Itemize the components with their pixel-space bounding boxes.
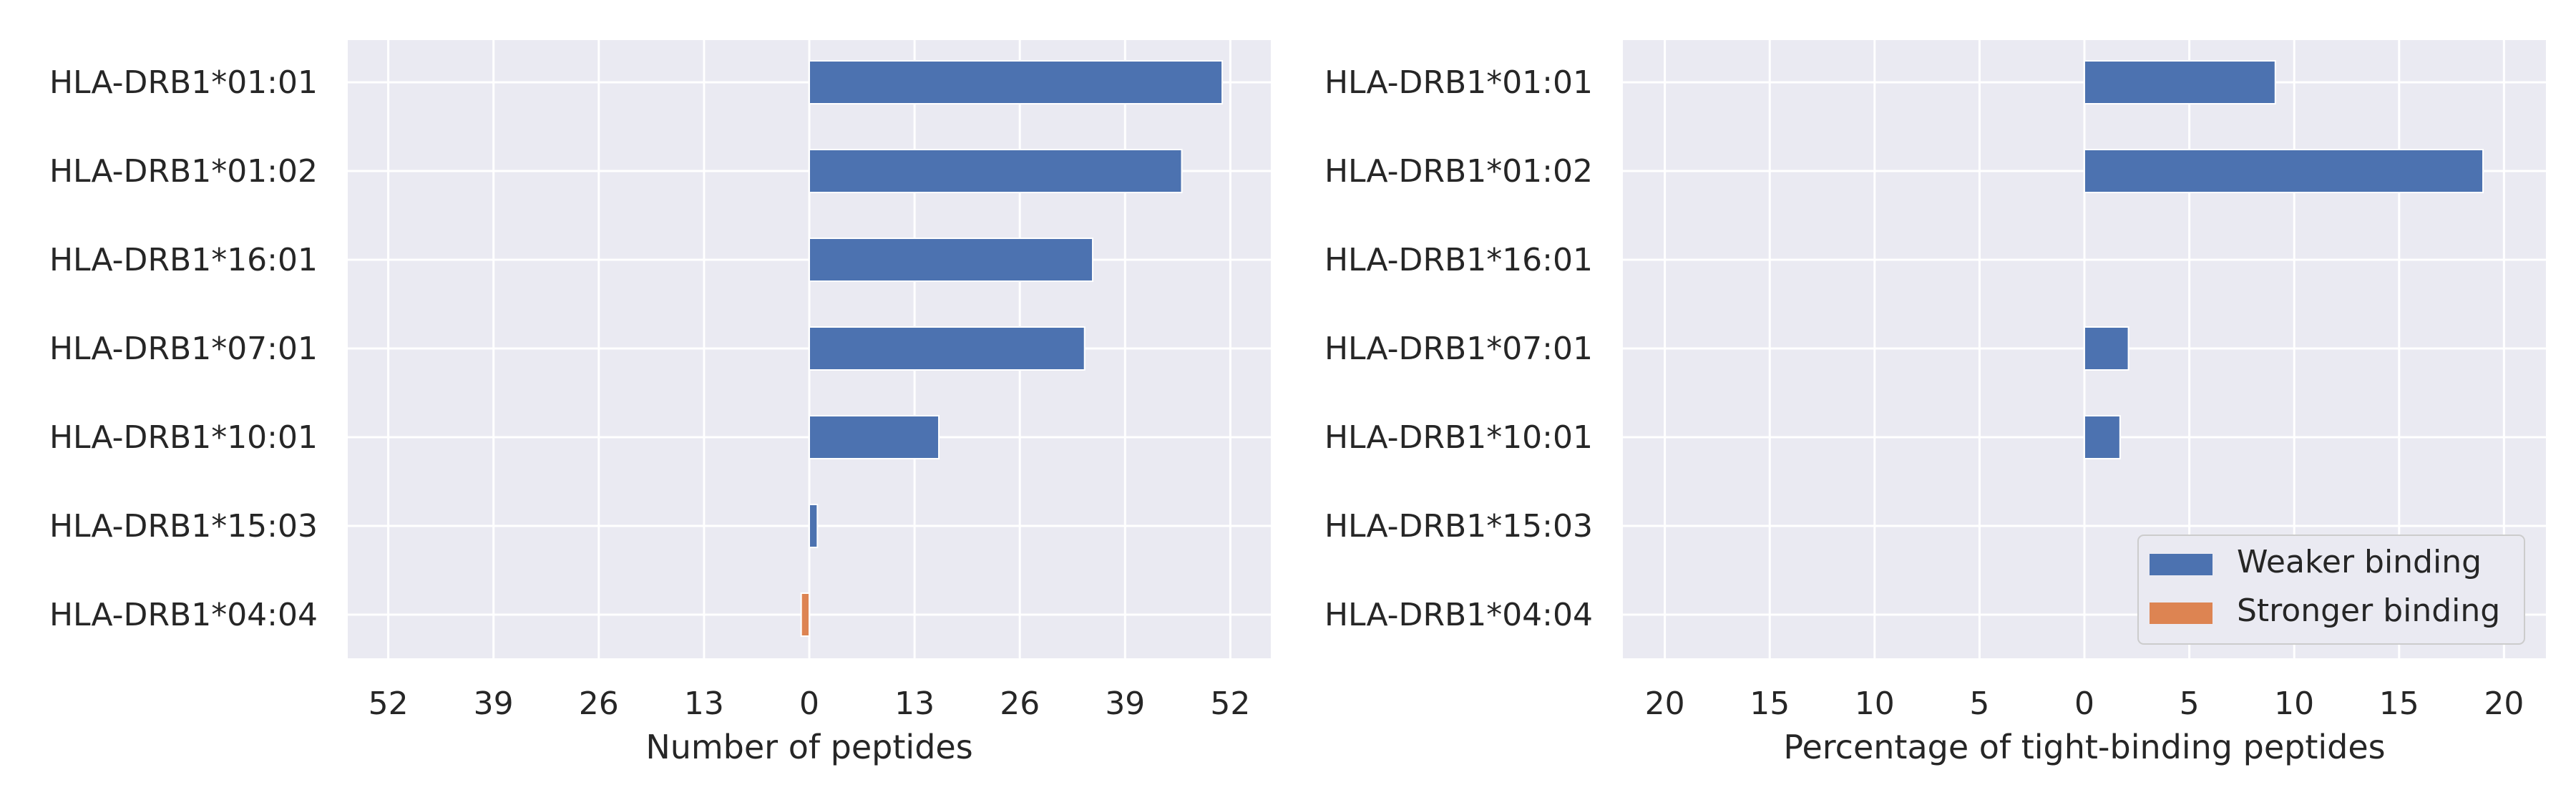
bar-weaker-3 bbox=[2084, 326, 2129, 371]
bar-weaker-1 bbox=[2084, 149, 2484, 193]
x-tick-label: 26 bbox=[579, 686, 619, 722]
y-tick-label: HLA-DRB1*07:01 bbox=[49, 331, 318, 367]
y-tick-label: HLA-DRB1*15:03 bbox=[1324, 508, 1593, 545]
bar-stronger-6 bbox=[800, 592, 810, 637]
y-tick-label: HLA-DRB1*01:02 bbox=[49, 153, 318, 190]
x-tick-label: 10 bbox=[2274, 686, 2314, 722]
y-tick-label: HLA-DRB1*10:01 bbox=[49, 419, 318, 456]
x-tick-label: 20 bbox=[2484, 686, 2524, 722]
bar-weaker-0 bbox=[809, 60, 1224, 104]
x-tick-label: 15 bbox=[1750, 686, 1790, 722]
legend-label-stronger: Stronger binding bbox=[2237, 592, 2500, 629]
x-tick-label: 39 bbox=[1105, 686, 1145, 722]
x-tick-label: 15 bbox=[2379, 686, 2419, 722]
legend-frame bbox=[2137, 535, 2525, 645]
x-tick-label: 13 bbox=[684, 686, 724, 722]
legend: Weaker binding Stronger binding bbox=[2137, 535, 2525, 645]
bar-weaker-5 bbox=[809, 504, 819, 548]
x-tick-label: 20 bbox=[1645, 686, 1685, 722]
legend-label-weaker: Weaker binding bbox=[2237, 544, 2482, 580]
y-tick-label: HLA-DRB1*01:01 bbox=[49, 64, 318, 101]
y-tick-label: HLA-DRB1*10:01 bbox=[1324, 419, 1593, 456]
y-tick-label: HLA-DRB1*01:01 bbox=[1324, 64, 1593, 101]
x-tick-label: 5 bbox=[2180, 686, 2200, 722]
x-tick-label: 39 bbox=[474, 686, 514, 722]
bar-weaker-4 bbox=[809, 415, 940, 459]
bar-weaker-4 bbox=[2084, 415, 2121, 459]
x-tick-label: 52 bbox=[369, 686, 409, 722]
x-tick-label: 26 bbox=[1000, 686, 1040, 722]
y-tick-label: HLA-DRB1*01:02 bbox=[1324, 153, 1593, 190]
y-tick-label: HLA-DRB1*16:01 bbox=[49, 242, 318, 278]
x-tick-label: 5 bbox=[1969, 686, 1989, 722]
bar-weaker-3 bbox=[809, 326, 1085, 371]
x-tick-label: 52 bbox=[1210, 686, 1250, 722]
y-tick-label: HLA-DRB1*07:01 bbox=[1324, 331, 1593, 367]
x-tick-label: 13 bbox=[894, 686, 935, 722]
x-axis-label: Percentage of tight-binding peptides bbox=[1783, 728, 2385, 766]
right-chart-panel: 20 15 10 5 0 5 10 15 20 HLA-DRB1*01:01 HLA-DRB1*01… bbox=[1324, 40, 2546, 766]
bar-weaker-2 bbox=[809, 238, 1094, 282]
bar-weaker-1 bbox=[809, 149, 1183, 193]
bar-weaker-0 bbox=[2084, 60, 2276, 104]
x-axis-label: Number of peptides bbox=[645, 728, 972, 766]
legend-swatch-weaker bbox=[2150, 554, 2212, 575]
y-tick-label: HLA-DRB1*04:04 bbox=[49, 597, 318, 633]
y-tick-label: HLA-DRB1*15:03 bbox=[49, 508, 318, 545]
left-chart-panel: 52 39 26 13 0 13 26 39 52 HLA-DRB1*01:01 HLA-DRB1*… bbox=[49, 40, 1271, 766]
x-tick-label: 0 bbox=[2074, 686, 2094, 722]
x-tick-label: 10 bbox=[1855, 686, 1895, 722]
y-tick-label: HLA-DRB1*04:04 bbox=[1324, 597, 1593, 633]
legend-swatch-stronger bbox=[2150, 602, 2212, 624]
y-tick-label: HLA-DRB1*16:01 bbox=[1324, 242, 1593, 278]
x-tick-label: 0 bbox=[799, 686, 819, 722]
